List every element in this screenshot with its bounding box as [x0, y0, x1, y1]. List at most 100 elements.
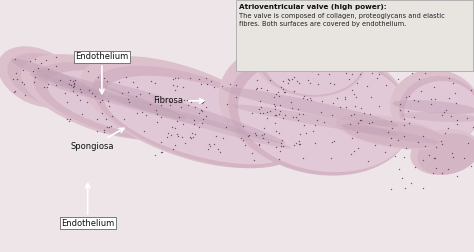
Point — [287, 100, 295, 104]
Point — [146, 91, 153, 95]
Point — [389, 126, 396, 130]
Point — [166, 103, 174, 107]
Point — [103, 124, 110, 129]
Point — [37, 61, 45, 65]
Point — [288, 77, 295, 81]
Ellipse shape — [11, 58, 99, 96]
Point — [326, 81, 334, 85]
Ellipse shape — [258, 52, 363, 66]
Point — [96, 100, 104, 104]
Point — [280, 144, 287, 148]
Point — [348, 136, 356, 140]
Point — [210, 84, 218, 88]
Ellipse shape — [95, 80, 285, 144]
Point — [409, 71, 416, 75]
Point — [76, 98, 84, 102]
Point — [66, 117, 74, 121]
Point — [354, 67, 362, 71]
Point — [251, 131, 259, 135]
Point — [264, 116, 271, 120]
Point — [263, 39, 270, 43]
Ellipse shape — [258, 21, 366, 97]
Point — [319, 99, 326, 103]
Point — [223, 102, 230, 106]
Point — [363, 63, 370, 67]
Point — [453, 118, 461, 122]
Point — [200, 100, 207, 104]
Text: Endothelium: Endothelium — [61, 183, 114, 228]
Point — [281, 90, 289, 94]
Point — [295, 112, 302, 116]
Point — [396, 102, 404, 106]
Point — [280, 90, 288, 94]
Point — [173, 84, 181, 88]
Point — [10, 90, 18, 94]
Point — [104, 99, 112, 103]
Point — [181, 141, 189, 145]
Point — [280, 61, 287, 65]
Point — [359, 43, 367, 47]
Point — [186, 135, 194, 139]
Point — [45, 67, 52, 71]
Point — [394, 77, 402, 81]
Point — [256, 111, 264, 115]
Point — [191, 122, 198, 126]
Point — [253, 87, 260, 91]
Point — [30, 80, 37, 84]
Ellipse shape — [0, 46, 78, 108]
Point — [180, 98, 188, 102]
Point — [173, 119, 181, 123]
Point — [299, 156, 306, 160]
Point — [70, 85, 77, 89]
Point — [410, 98, 418, 102]
Point — [276, 103, 283, 107]
Point — [132, 94, 139, 98]
Point — [168, 125, 176, 129]
Point — [387, 136, 395, 140]
Point — [352, 104, 359, 108]
Point — [172, 125, 179, 130]
Point — [153, 120, 160, 124]
Ellipse shape — [47, 70, 213, 138]
Point — [419, 134, 427, 138]
Point — [314, 72, 322, 76]
Point — [105, 104, 113, 108]
Point — [304, 78, 312, 82]
Point — [164, 135, 171, 139]
Ellipse shape — [21, 54, 189, 140]
Point — [270, 65, 277, 69]
Point — [341, 95, 348, 99]
Point — [449, 155, 457, 159]
Point — [191, 132, 199, 136]
Point — [294, 118, 301, 122]
Point — [94, 75, 102, 79]
Point — [40, 84, 48, 88]
Point — [368, 40, 375, 44]
Point — [83, 101, 91, 105]
Point — [306, 96, 314, 100]
Point — [44, 82, 52, 86]
Point — [207, 144, 214, 148]
Point — [290, 89, 298, 93]
Point — [20, 82, 28, 86]
Point — [464, 141, 472, 145]
Point — [197, 98, 204, 102]
Point — [451, 91, 459, 95]
Point — [263, 110, 270, 114]
Point — [195, 125, 202, 129]
Point — [290, 143, 298, 147]
Point — [421, 144, 429, 148]
Point — [106, 124, 113, 129]
Point — [346, 77, 353, 81]
Ellipse shape — [222, 87, 398, 127]
Point — [323, 56, 331, 60]
Ellipse shape — [29, 73, 110, 101]
Point — [259, 136, 266, 140]
Point — [470, 70, 474, 74]
Point — [401, 123, 408, 127]
Point — [203, 82, 211, 86]
Point — [100, 76, 108, 80]
Point — [353, 94, 360, 99]
Point — [354, 145, 362, 149]
Point — [216, 150, 223, 154]
